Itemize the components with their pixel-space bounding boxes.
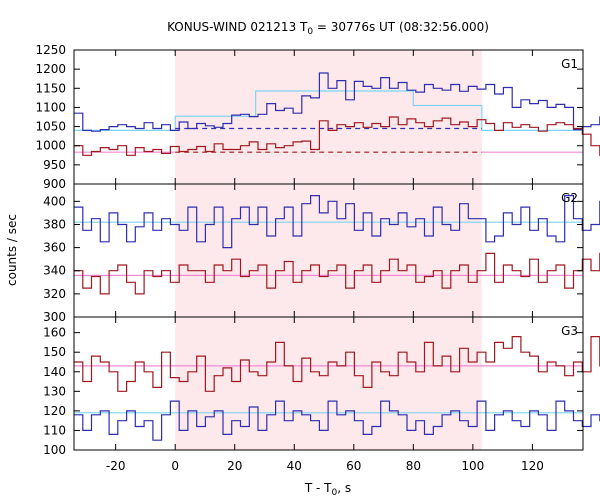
panel-g2-y-tick-label: 340: [43, 264, 66, 278]
panel-g2-y-tick-label: 380: [43, 217, 66, 231]
panel-g2: 300 320 340 360 380 400 G2: [43, 183, 600, 324]
panel-g1-y-tick-label: 1100: [35, 100, 66, 114]
panel-g1-y-tick-label: 950: [43, 158, 66, 172]
panel-g3-y-tick-label: 120: [43, 404, 66, 418]
panel-g1-y-tick-label: 1200: [35, 62, 66, 76]
panel-g1-y-tick-label: 1150: [35, 81, 66, 95]
x-tick-label: 40: [287, 459, 302, 473]
x-tick-label: 0: [171, 459, 179, 473]
shaded-interval: [175, 50, 482, 450]
x-axis-label: T - T0, s: [304, 481, 351, 498]
panel-g1: 900 950 1000 1050 1100 1150 1200 1250 G1: [35, 43, 600, 191]
panels: 900950100010501100115012001250G130032034…: [35, 43, 600, 473]
panel-g1-series-red: [74, 116, 600, 156]
panel-g2-series-red: [74, 252, 600, 295]
panel-g3-y-tick-label: 110: [43, 423, 66, 437]
panel-g3-label: G3: [561, 324, 578, 338]
panel-g2-y-tick-label: 300: [43, 310, 66, 324]
chart-title-subscript: 0: [307, 27, 313, 37]
panel-g2-y-tick-label: 360: [43, 241, 66, 255]
chart-title: KONUS-WIND 021213 T0 = 30776s UT (08:32:…: [167, 20, 489, 37]
x-tick-label: -20: [106, 459, 126, 473]
panel-g2-y-tick-label: 400: [43, 194, 66, 208]
panel-g1-y-tick-label: 1000: [35, 139, 66, 153]
x-tick-label: 80: [406, 459, 421, 473]
panel-g2-series-blue: [74, 195, 600, 249]
panel-g2-label: G2: [561, 191, 578, 205]
panel-g1-y-tick-label: 900: [43, 177, 66, 191]
panel-g3-y-tick-label: 140: [43, 365, 66, 379]
panel-g1-label: G1: [561, 57, 578, 71]
panel-g3-series-blue: [74, 400, 600, 441]
chart-title-suffix: = 30776s UT (08:32:56.000): [313, 20, 489, 34]
x-tick-label: 120: [521, 459, 544, 473]
x-tick-label: 20: [227, 459, 242, 473]
panel-g1-y-tick-label: 1050: [35, 120, 66, 134]
panel-g1-y-tick-label: 1250: [35, 43, 66, 57]
x-axis: -20 0 20 40 60 80 100 120: [106, 459, 544, 473]
x-axis-label-suffix: , s: [337, 481, 351, 495]
x-axis-label-prefix: T - T: [304, 481, 332, 495]
x-tick-label: 100: [461, 459, 484, 473]
panel-g3-y-tick-label: 100: [43, 443, 66, 457]
panel-g1-series-blue: [74, 72, 600, 132]
panel-g2-y-tick-label: 320: [43, 287, 66, 301]
x-axis-label-subscript: 0: [332, 488, 338, 498]
y-axis-label: counts / sec: [5, 214, 19, 286]
panel-g3-y-tick-label: 150: [43, 345, 66, 359]
panel-g3-y-tick-label: 130: [43, 384, 66, 398]
panel-g3-series-red: [74, 336, 600, 392]
panel-g3: 100 110 120 130 140 150 160 G3: [43, 316, 600, 457]
x-tick-label: 60: [346, 459, 361, 473]
panel-g3-y-tick-label: 160: [43, 326, 66, 340]
panel-g3-frame: [73, 316, 584, 451]
panel-g1-fit-0: [74, 90, 583, 131]
chart-title-prefix: KONUS-WIND 021213 T: [167, 20, 308, 34]
